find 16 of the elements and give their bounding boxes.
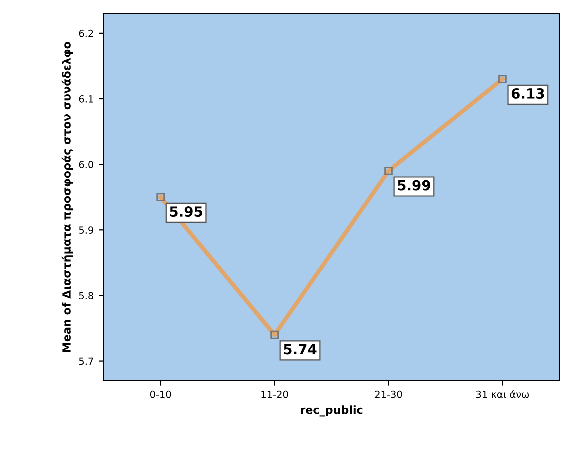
x-tick-label: 11-20 xyxy=(262,390,288,398)
y-tick-label: 5.8 xyxy=(79,292,94,300)
y-tick-label: 6.0 xyxy=(79,161,94,168)
y-tick-label: 6.2 xyxy=(79,30,94,38)
x-tick-label: 31 και άνω xyxy=(476,390,530,398)
y-tick-label: 6.1 xyxy=(79,95,94,103)
data-label: 6.13 xyxy=(512,88,544,99)
x-tick-label: 0-10 xyxy=(150,390,172,398)
data-label: 5.95 xyxy=(170,206,202,218)
y-axis-title: Mean of Διαστήματα προσφοράς στον συνάδελφο xyxy=(62,42,74,352)
x-tick-label: 21-30 xyxy=(375,390,402,398)
x-axis-title: rec_public xyxy=(301,406,363,417)
y-tick-label: 5.7 xyxy=(79,358,94,366)
data-label: 5.99 xyxy=(398,180,430,191)
y-tick-label: 5.9 xyxy=(79,226,94,234)
data-label: 5.74 xyxy=(284,344,317,355)
